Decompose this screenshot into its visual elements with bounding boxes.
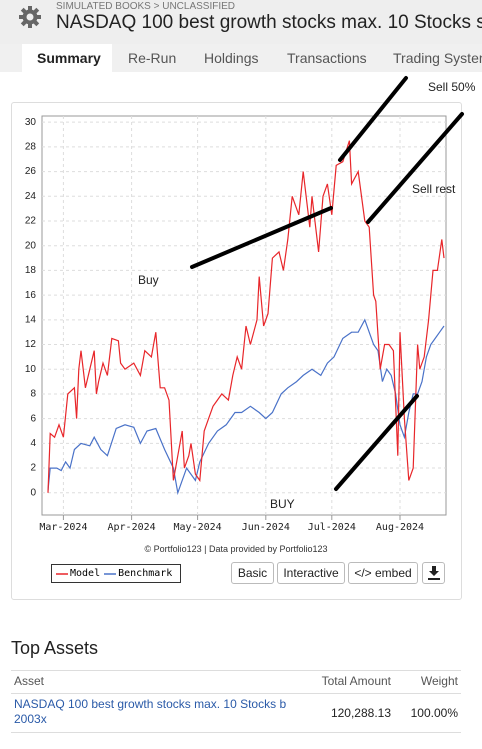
y-tick-label: 20 [25, 240, 37, 251]
x-tick-label: Mar-2024 [39, 522, 87, 533]
legend-item[interactable]: Model [56, 568, 100, 579]
tab[interactable]: Holdings [204, 50, 259, 66]
plot-frame [41, 115, 447, 516]
x-tick-label: May-2024 [174, 522, 222, 533]
y-tick-label: 12 [25, 339, 37, 350]
legend-swatch [56, 572, 68, 575]
annotation-lines [190, 76, 464, 491]
y-tick-label: 22 [25, 216, 37, 227]
weight: 100.00% [410, 706, 458, 720]
y-tick-label: 0 [30, 487, 36, 498]
legend-label: Model [70, 568, 101, 579]
y-tick-label: 2 [30, 463, 36, 474]
tab[interactable]: Summary [37, 50, 101, 66]
header-bar [0, 0, 482, 44]
button[interactable]: Interactive [277, 562, 345, 584]
asset-link[interactable]: NASDAQ 100 best growth stocks max. 10 St… [14, 697, 287, 726]
legend-swatch [104, 572, 117, 575]
y-tick-label: 28 [25, 142, 37, 153]
legend: Model Benchmark [51, 564, 182, 583]
annotation: BUY [270, 497, 295, 511]
button[interactable]: </> embed [348, 562, 418, 584]
x-tick-label: Aug-2024 [376, 522, 424, 533]
button[interactable]: Basic [231, 562, 274, 584]
breadcrumb: SIMULATED BOOKS > UNCLASSIFIED [56, 1, 236, 12]
y-tick-label: 24 [25, 191, 37, 202]
legend-item[interactable]: Benchmark [104, 568, 172, 579]
gear-icon[interactable] [18, 5, 42, 29]
page-title: NASDAQ 100 best growth stocks max. 10 St… [56, 12, 482, 33]
download-icon [427, 566, 440, 580]
tab[interactable]: Re-Run [128, 50, 177, 66]
download-button[interactable] [422, 562, 445, 584]
annotation: Buy [138, 273, 159, 287]
total-amount: 120,288.13 [330, 706, 391, 720]
y-tick-label: 10 [25, 364, 37, 375]
y-tick-label: 26 [25, 166, 37, 177]
annotation: Sell rest [412, 182, 456, 196]
y-tick-label: 14 [25, 314, 37, 325]
active-tab-bg [22, 44, 112, 72]
series-line [47, 318, 445, 496]
tab[interactable]: Transactions [287, 50, 367, 66]
x-tick-label: Jun-2024 [242, 522, 290, 533]
y-tick-label: 16 [25, 290, 37, 301]
legend-label: Benchmark [118, 568, 173, 579]
x-tick-label: Jul-2024 [308, 522, 356, 533]
chart-card [11, 102, 462, 600]
column-header: Total Amount [321, 674, 391, 688]
credit: © Portfolio123 | Data provided by Portfo… [144, 544, 328, 554]
y-tick-label: 4 [30, 438, 36, 449]
table-header [11, 670, 461, 694]
y-tick-label: 30 [25, 117, 37, 128]
column-header: Weight [420, 674, 458, 688]
y-tick-label: 8 [30, 389, 36, 400]
x-tick-label: Apr-2024 [108, 522, 156, 533]
annotation: Sell 50% [428, 80, 476, 94]
y-tick-label: 18 [25, 265, 37, 276]
section-title: Top Assets [11, 638, 99, 658]
y-tick-label: 6 [30, 413, 36, 424]
column-header: Asset [14, 674, 45, 688]
series-line [47, 140, 445, 493]
tab[interactable]: Trading System [393, 50, 482, 66]
table-rule [11, 732, 461, 733]
